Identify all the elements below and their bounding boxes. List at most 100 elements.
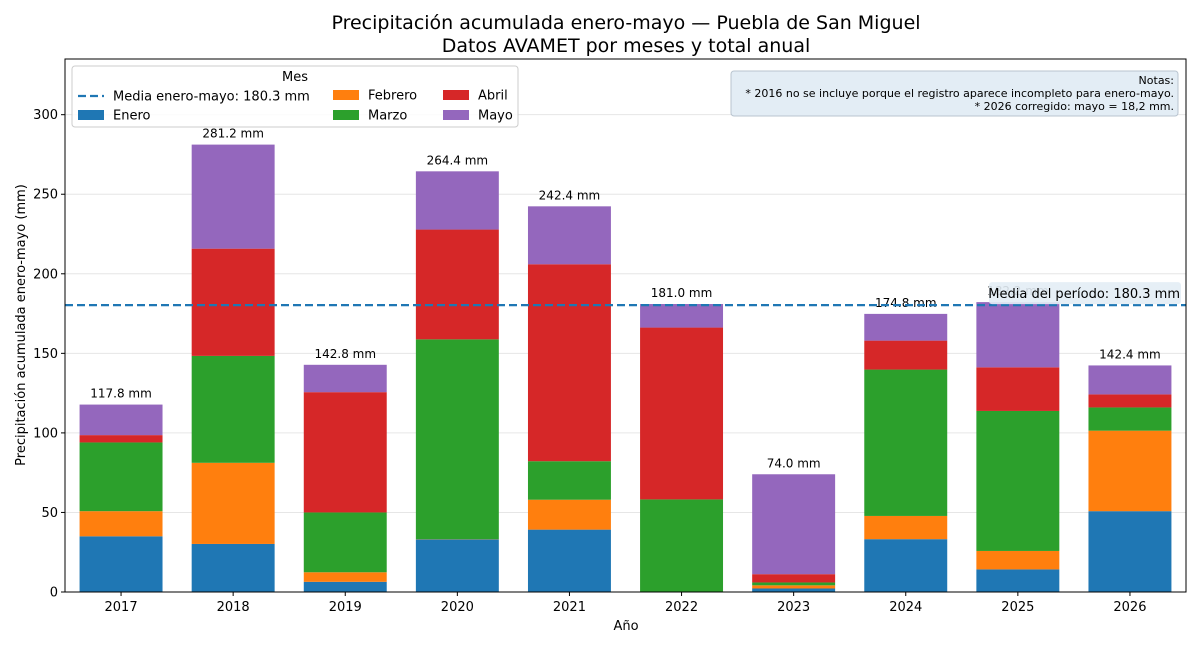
- bar-abril-2021: [527, 264, 611, 462]
- y-tick-label: 100: [33, 426, 58, 441]
- bar-marzo-2025: [976, 410, 1060, 551]
- bar-mayo-2024: [864, 313, 948, 341]
- legend-box: [71, 65, 519, 128]
- bar-abril-2022: [640, 327, 724, 500]
- x-tick-label: 2023: [777, 600, 810, 615]
- total-label: 264.4 mm: [427, 153, 489, 167]
- y-axis-label: Precipitación acumulada enero-mayo (mm): [14, 184, 29, 466]
- legend-label: Enero: [113, 109, 151, 124]
- x-tick-label: 2020: [441, 600, 474, 615]
- bar-mayo-2021: [527, 206, 611, 265]
- notes-box: Notas: * 2016 no se incluye porque el re…: [730, 70, 1179, 117]
- bar-abril-2024: [864, 340, 948, 370]
- x-tick-label: 2026: [1113, 600, 1146, 615]
- y-tick-label: 0: [50, 586, 58, 601]
- bar-mayo-2023: [752, 474, 836, 575]
- bar-febrero-2024: [864, 515, 948, 540]
- y-tick-label: 150: [33, 347, 58, 362]
- bar-febrero-2017: [79, 511, 163, 537]
- bar-abril-2023: [752, 574, 836, 583]
- x-tick-label: 2022: [665, 600, 698, 615]
- bar-abril-2018: [191, 248, 275, 356]
- notes-line: Notas:: [1139, 74, 1174, 87]
- bar-mayo-2018: [191, 144, 275, 249]
- bar-marzo-2021: [527, 461, 611, 500]
- bar-febrero-2018: [191, 462, 275, 544]
- bar-enero-2024: [864, 539, 948, 592]
- mean-line-group: Media del período: 180.3 mm: [65, 282, 1186, 307]
- legend-label: Marzo: [368, 109, 407, 124]
- bar-abril-2017: [79, 435, 163, 443]
- bar-mayo-2017: [79, 404, 163, 436]
- total-label: 181.0 mm: [651, 286, 713, 300]
- total-label: 142.8 mm: [314, 347, 376, 361]
- bar-enero-2017: [79, 536, 163, 592]
- bar-enero-2019: [303, 581, 387, 592]
- legend-swatch-enero: [78, 110, 104, 120]
- x-axis-label: Año: [613, 619, 638, 634]
- total-label: 142.4 mm: [1099, 347, 1161, 361]
- x-tick-label: 2019: [329, 600, 362, 615]
- bar-abril-2019: [303, 392, 387, 513]
- bar-abril-2020: [415, 229, 499, 340]
- x-axis: 2017 2018 2019 2020 2021 2022 2023 2024 2025 2026: [105, 592, 1146, 615]
- bar-febrero-2021: [527, 499, 611, 530]
- bar-febrero-2019: [303, 572, 387, 582]
- legend-label: Abril: [478, 89, 508, 104]
- x-tick-label: 2017: [105, 600, 138, 615]
- bar-marzo-2023: [752, 582, 836, 586]
- bar-mayo-2019: [303, 364, 387, 393]
- bar-marzo-2019: [303, 512, 387, 573]
- bar-marzo-2024: [864, 369, 948, 516]
- bar-marzo-2018: [191, 355, 275, 463]
- bar-enero-2020: [415, 539, 499, 592]
- bar-febrero-2023: [752, 585, 836, 589]
- bar-febrero-2026: [1088, 430, 1172, 512]
- bar-abril-2026: [1088, 394, 1172, 408]
- bar-enero-2023: [752, 588, 836, 592]
- y-tick-label: 300: [33, 108, 58, 123]
- bars: [79, 144, 1172, 592]
- total-label: 117.8 mm: [90, 387, 152, 401]
- chart-subtitle: Datos AVAMET por meses y total anual: [442, 35, 811, 57]
- bar-mayo-2020: [415, 171, 499, 230]
- bar-abril-2025: [976, 367, 1060, 411]
- y-tick-label: 50: [41, 506, 58, 521]
- total-label: 281.2 mm: [202, 127, 264, 141]
- notes-line: * 2026 corregido: mayo = 18,2 mm.: [975, 100, 1174, 113]
- legend-mean-label: Media enero-mayo: 180.3 mm: [113, 90, 310, 105]
- legend-swatch-abril: [443, 90, 469, 100]
- bar-marzo-2017: [79, 442, 163, 512]
- plot-frame: [64, 58, 1187, 593]
- bar-mayo-2025: [976, 302, 1060, 368]
- legend-label: Febrero: [368, 89, 417, 104]
- bar-enero-2021: [527, 529, 611, 592]
- x-tick-label: 2021: [553, 600, 586, 615]
- x-tick-label: 2025: [1001, 600, 1034, 615]
- total-label: 174.8 mm: [875, 296, 937, 310]
- mean-annotation-box: [989, 282, 1181, 305]
- x-tick-label: 2024: [889, 600, 922, 615]
- bar-enero-2018: [191, 543, 275, 592]
- bar-febrero-2025: [976, 550, 1060, 570]
- bar-mayo-2026: [1088, 365, 1172, 395]
- bar-mayo-2022: [640, 304, 724, 328]
- legend-label: Mayo: [478, 109, 513, 124]
- y-tick-label: 200: [33, 267, 58, 282]
- y-tick-label: 250: [33, 188, 58, 203]
- x-tick-label: 2018: [217, 600, 250, 615]
- total-label: 242.4 mm: [539, 188, 601, 202]
- legend-title: Mes: [282, 70, 308, 85]
- legend-swatch-mayo: [443, 110, 469, 120]
- legend-swatch-febrero: [333, 90, 359, 100]
- bar-marzo-2022: [640, 499, 724, 592]
- notes-background: [730, 70, 1179, 117]
- y-axis: 0 50 100 150 200 250 300: [33, 108, 65, 601]
- bar-marzo-2026: [1088, 407, 1172, 431]
- mean-annotation: Media del período: 180.3 mm: [988, 287, 1180, 302]
- legend: Mes Media enero-mayo: 180.3 mm Enero Febre…: [71, 65, 519, 128]
- notes-line: * 2016 no se incluye porque el registro …: [745, 87, 1174, 100]
- chart-title: Precipitación acumulada enero-mayo — Pue…: [331, 12, 920, 34]
- bar-marzo-2020: [415, 339, 499, 540]
